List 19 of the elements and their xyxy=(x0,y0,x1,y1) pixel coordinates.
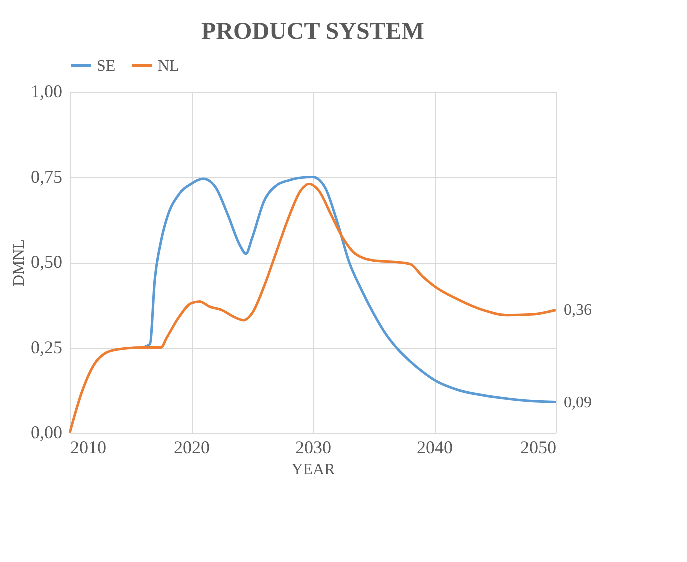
x-tick-label: 2010 xyxy=(70,438,106,458)
x-tick-label: 2040 xyxy=(417,438,453,458)
y-axis-title: DMNL xyxy=(11,239,28,287)
data-label: 0,09 xyxy=(564,394,592,412)
x-tick-label: 2050 xyxy=(520,438,556,458)
y-tick-label: 0,00 xyxy=(31,422,62,442)
line-series xyxy=(68,182,558,434)
chart-title: PRODUCT SYSTEM xyxy=(202,19,424,45)
legend-label: NL xyxy=(158,58,180,75)
x-axis-title: YEAR xyxy=(292,462,336,478)
data-label: 0,36 xyxy=(564,302,592,320)
line-series xyxy=(142,176,558,404)
y-tick-label: 0,75 xyxy=(31,166,62,187)
y-tick-label: 0,25 xyxy=(31,337,62,358)
legend-label: SE xyxy=(97,58,116,75)
y-tick-label: 0,50 xyxy=(31,252,62,272)
y-tick-label: 1,00 xyxy=(31,82,62,102)
x-tick-label: 2030 xyxy=(296,438,332,458)
x-tick-label: 2020 xyxy=(174,438,210,458)
